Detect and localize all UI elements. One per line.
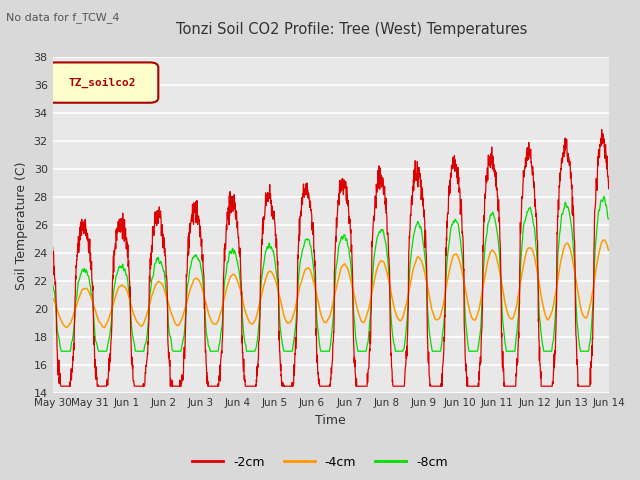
Text: No data for f_TCW_4: No data for f_TCW_4 bbox=[6, 12, 120, 23]
Text: TZ_soilco2: TZ_soilco2 bbox=[69, 77, 136, 88]
Legend: -2cm, -4cm, -8cm: -2cm, -4cm, -8cm bbox=[187, 451, 453, 474]
X-axis label: Time: Time bbox=[316, 414, 346, 427]
Text: Tonzi Soil CO2 Profile: Tree (West) Temperatures: Tonzi Soil CO2 Profile: Tree (West) Temp… bbox=[176, 22, 528, 36]
FancyBboxPatch shape bbox=[47, 62, 158, 103]
Y-axis label: Soil Temperature (C): Soil Temperature (C) bbox=[15, 161, 28, 289]
